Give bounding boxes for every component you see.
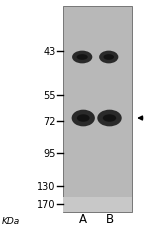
Ellipse shape bbox=[77, 55, 88, 61]
Ellipse shape bbox=[72, 51, 92, 64]
Text: 72: 72 bbox=[43, 116, 56, 126]
Ellipse shape bbox=[77, 115, 90, 122]
Text: 95: 95 bbox=[43, 149, 56, 159]
Ellipse shape bbox=[72, 110, 95, 127]
Ellipse shape bbox=[99, 51, 118, 64]
Text: B: B bbox=[105, 212, 114, 225]
Bar bbox=[63, 7, 132, 213]
Bar bbox=[63, 198, 132, 213]
Text: 130: 130 bbox=[37, 181, 56, 191]
Ellipse shape bbox=[97, 110, 122, 127]
Text: KDa: KDa bbox=[2, 216, 20, 225]
Text: 170: 170 bbox=[37, 199, 56, 210]
Text: A: A bbox=[79, 212, 87, 225]
Ellipse shape bbox=[103, 115, 116, 122]
Ellipse shape bbox=[103, 55, 114, 61]
Text: 43: 43 bbox=[43, 47, 56, 57]
Text: 55: 55 bbox=[43, 91, 56, 101]
